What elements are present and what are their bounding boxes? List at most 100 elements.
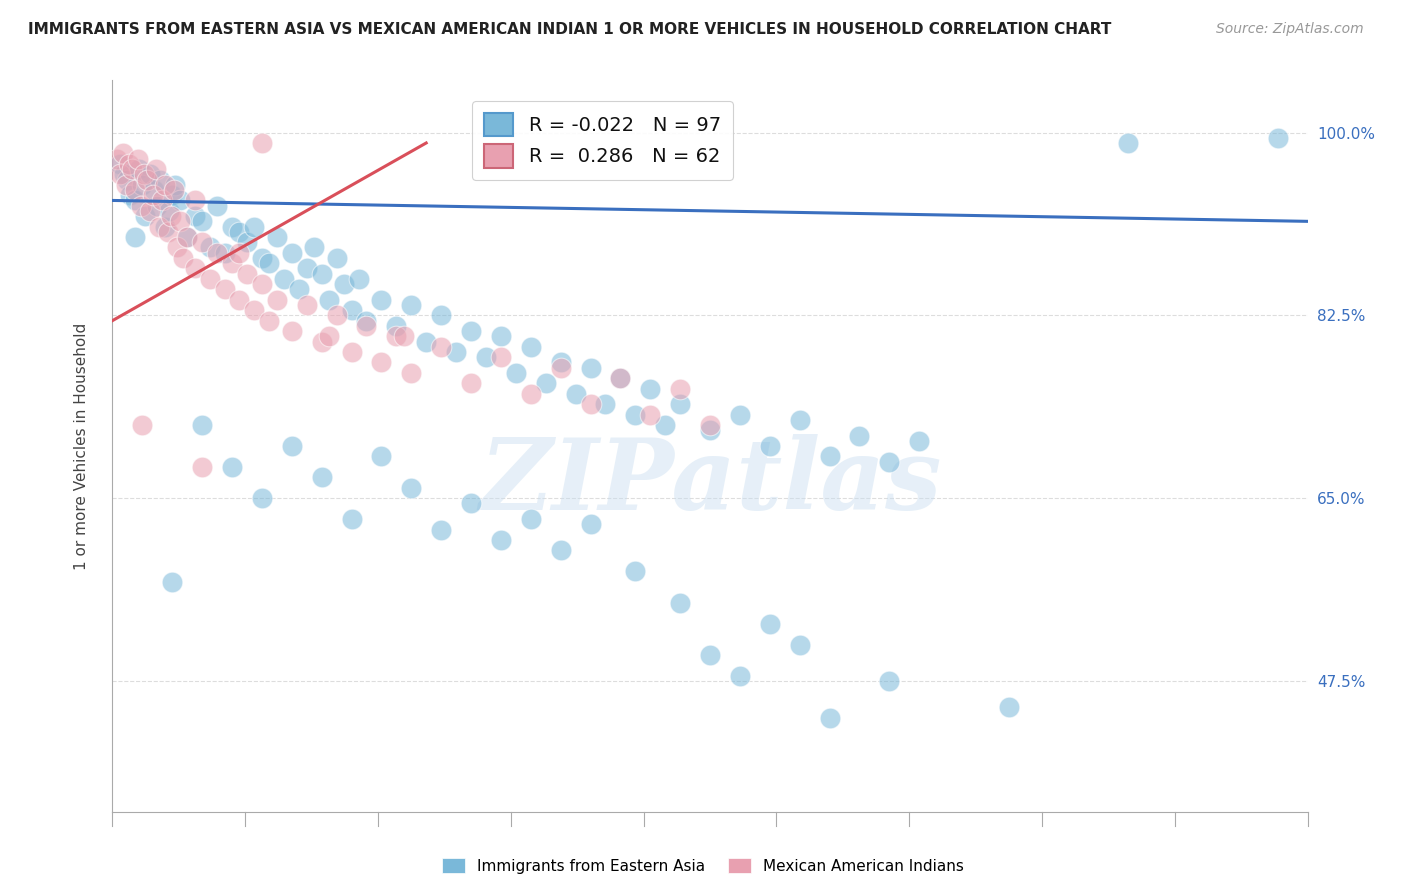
Point [489, 350, 512, 364]
Point [759, 439, 782, 453]
Point [789, 413, 811, 427]
Point [325, 309, 347, 323]
Point [214, 282, 236, 296]
Point [640, 408, 662, 422]
Point [789, 638, 811, 652]
Point [430, 340, 453, 354]
Point [159, 209, 181, 223]
Point [699, 648, 721, 662]
Point [624, 408, 647, 422]
Point [205, 199, 228, 213]
Point [191, 459, 214, 474]
Point [191, 235, 214, 250]
Point [135, 172, 157, 186]
Point [117, 172, 139, 186]
Point [281, 439, 304, 453]
Point [325, 251, 347, 265]
Point [259, 313, 281, 327]
Point [430, 523, 453, 537]
Point [340, 512, 363, 526]
Point [699, 418, 721, 433]
Point [108, 167, 131, 181]
Point [124, 194, 146, 208]
Legend: Immigrants from Eastern Asia, Mexican American Indians: Immigrants from Eastern Asia, Mexican Am… [436, 852, 970, 880]
Point [120, 188, 142, 202]
Point [624, 565, 647, 579]
Point [273, 272, 295, 286]
Point [132, 167, 155, 181]
Point [198, 272, 221, 286]
Point [169, 194, 191, 208]
Point [609, 371, 631, 385]
Point [848, 428, 870, 442]
Point [250, 491, 273, 506]
Point [114, 167, 135, 181]
Point [318, 293, 340, 307]
Point [221, 219, 243, 234]
Y-axis label: 1 or more Vehicles in Household: 1 or more Vehicles in Household [75, 322, 89, 570]
Point [221, 459, 243, 474]
Point [295, 261, 318, 276]
Point [162, 574, 183, 589]
Point [1118, 136, 1140, 150]
Point [156, 225, 179, 239]
Point [236, 235, 259, 250]
Point [370, 450, 392, 464]
Point [198, 240, 221, 254]
Point [460, 324, 482, 338]
Point [489, 329, 512, 343]
Point [401, 481, 423, 495]
Point [139, 203, 162, 218]
Point [183, 261, 205, 276]
Point [550, 360, 572, 375]
Point [356, 318, 378, 333]
Point [214, 245, 236, 260]
Point [172, 251, 194, 265]
Point [728, 408, 751, 422]
Point [579, 397, 602, 411]
Point [818, 711, 841, 725]
Point [157, 203, 180, 218]
Point [148, 219, 170, 234]
Point [520, 386, 543, 401]
Point [489, 533, 512, 547]
Point [191, 214, 214, 228]
Point [520, 340, 543, 354]
Point [108, 157, 131, 171]
Point [121, 162, 143, 177]
Point [356, 313, 378, 327]
Point [430, 309, 453, 323]
Point [176, 230, 198, 244]
Point [669, 382, 692, 396]
Point [609, 371, 631, 385]
Point [142, 188, 165, 202]
Point [879, 455, 901, 469]
Point [149, 172, 172, 186]
Point [243, 303, 266, 318]
Point [236, 267, 259, 281]
Point [759, 616, 782, 631]
Point [1267, 130, 1289, 145]
Point [392, 329, 415, 343]
Point [550, 355, 572, 369]
Point [415, 334, 437, 349]
Point [105, 152, 128, 166]
Point [127, 152, 149, 166]
Point [243, 219, 266, 234]
Point [228, 225, 250, 239]
Point [250, 277, 273, 291]
Point [475, 350, 498, 364]
Point [118, 157, 141, 171]
Point [165, 178, 187, 192]
Point [129, 199, 152, 213]
Point [318, 329, 340, 343]
Point [259, 256, 281, 270]
Point [579, 517, 602, 532]
Point [311, 267, 333, 281]
Point [266, 293, 288, 307]
Point [139, 167, 162, 181]
Point [595, 397, 617, 411]
Legend: R = -0.022   N = 97, R =  0.286   N = 62: R = -0.022 N = 97, R = 0.286 N = 62 [472, 101, 733, 179]
Point [669, 596, 692, 610]
Point [728, 669, 751, 683]
